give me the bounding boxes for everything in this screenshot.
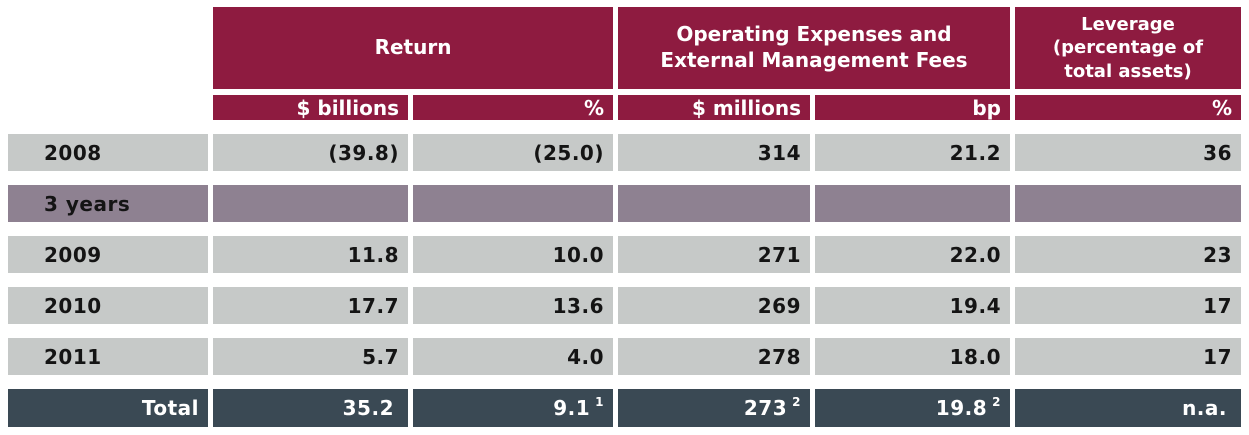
cell-return-billions: (39.8) [213,134,408,171]
cell-opex-millions: 271 [618,236,810,273]
total-value: 35.2 [342,396,394,420]
header-leverage: Leverage (percentage of total assets) [1015,7,1241,89]
cell-return-percent: 4.0 [413,338,613,375]
row-label: Total [8,389,208,427]
subheader-leverage-percent: % [1015,95,1241,120]
total-value: 9.1 [553,396,591,420]
header-return: Return [213,7,613,89]
cell-return-billions [213,185,408,222]
cell-leverage-percent: n.a. [1015,389,1241,427]
cell-opex-millions: 269 [618,287,810,324]
cell-return-billions: 17.7 [213,287,408,324]
total-value: n.a. [1182,396,1227,420]
row-total: Total 35.2 9.1 1 273 2 19.8 2 n.a. [8,389,1241,427]
cell-opex-bp: 19.8 2 [815,389,1010,427]
row-3-years: 3 years [8,185,1241,222]
total-value: 19.8 [935,396,988,420]
total-value: 273 [743,396,788,420]
cell-return-billions: 11.8 [213,236,408,273]
header-spacer [8,7,208,89]
cell-return-percent: 10.0 [413,236,613,273]
cell-leverage-percent: 36 [1015,134,1241,171]
row-2010: 2010 17.7 13.6 269 19.4 17 [8,287,1241,324]
subheader-row: $ billions % $ millions bp % [8,95,1241,120]
cell-leverage-percent: 17 [1015,287,1241,324]
row-label: 3 years [8,185,208,222]
cell-opex-millions: 314 [618,134,810,171]
cell-return-billions: 5.7 [213,338,408,375]
subheader-return-percent: % [413,95,613,120]
footnote-marker: 2 [792,395,801,409]
financial-results-table: Return Operating Expenses and External M… [8,7,1241,427]
footnote-marker: 2 [992,395,1001,409]
cell-return-billions: 35.2 [213,389,408,427]
cell-opex-bp [815,185,1010,222]
row-label: 2009 [8,236,208,273]
subheader-return-billions: $ billions [213,95,408,120]
cell-opex-millions [618,185,810,222]
cell-opex-millions: 278 [618,338,810,375]
row-label: 2011 [8,338,208,375]
cell-leverage-percent: 23 [1015,236,1241,273]
cell-opex-bp: 18.0 [815,338,1010,375]
row-2008: 2008 (39.8) (25.0) 314 21.2 36 [8,134,1241,171]
cell-opex-bp: 21.2 [815,134,1010,171]
row-2009: 2009 11.8 10.0 271 22.0 23 [8,236,1241,273]
subheader-opex-millions: $ millions [618,95,810,120]
footnote-marker: 1 [595,395,604,409]
cell-opex-bp: 22.0 [815,236,1010,273]
cell-opex-millions: 273 2 [618,389,810,427]
cell-return-percent: 9.1 1 [413,389,613,427]
row-label: 2010 [8,287,208,324]
row-label: 2008 [8,134,208,171]
cell-leverage-percent [1015,185,1241,222]
header-row: Return Operating Expenses and External M… [8,7,1241,89]
cell-leverage-percent: 17 [1015,338,1241,375]
cell-return-percent [413,185,613,222]
row-2011: 2011 5.7 4.0 278 18.0 17 [8,338,1241,375]
subheader-opex-bp: bp [815,95,1010,120]
cell-return-percent: (25.0) [413,134,613,171]
header-operating-expenses: Operating Expenses and External Manageme… [618,7,1010,89]
cell-opex-bp: 19.4 [815,287,1010,324]
subheader-spacer [8,95,208,120]
cell-return-percent: 13.6 [413,287,613,324]
